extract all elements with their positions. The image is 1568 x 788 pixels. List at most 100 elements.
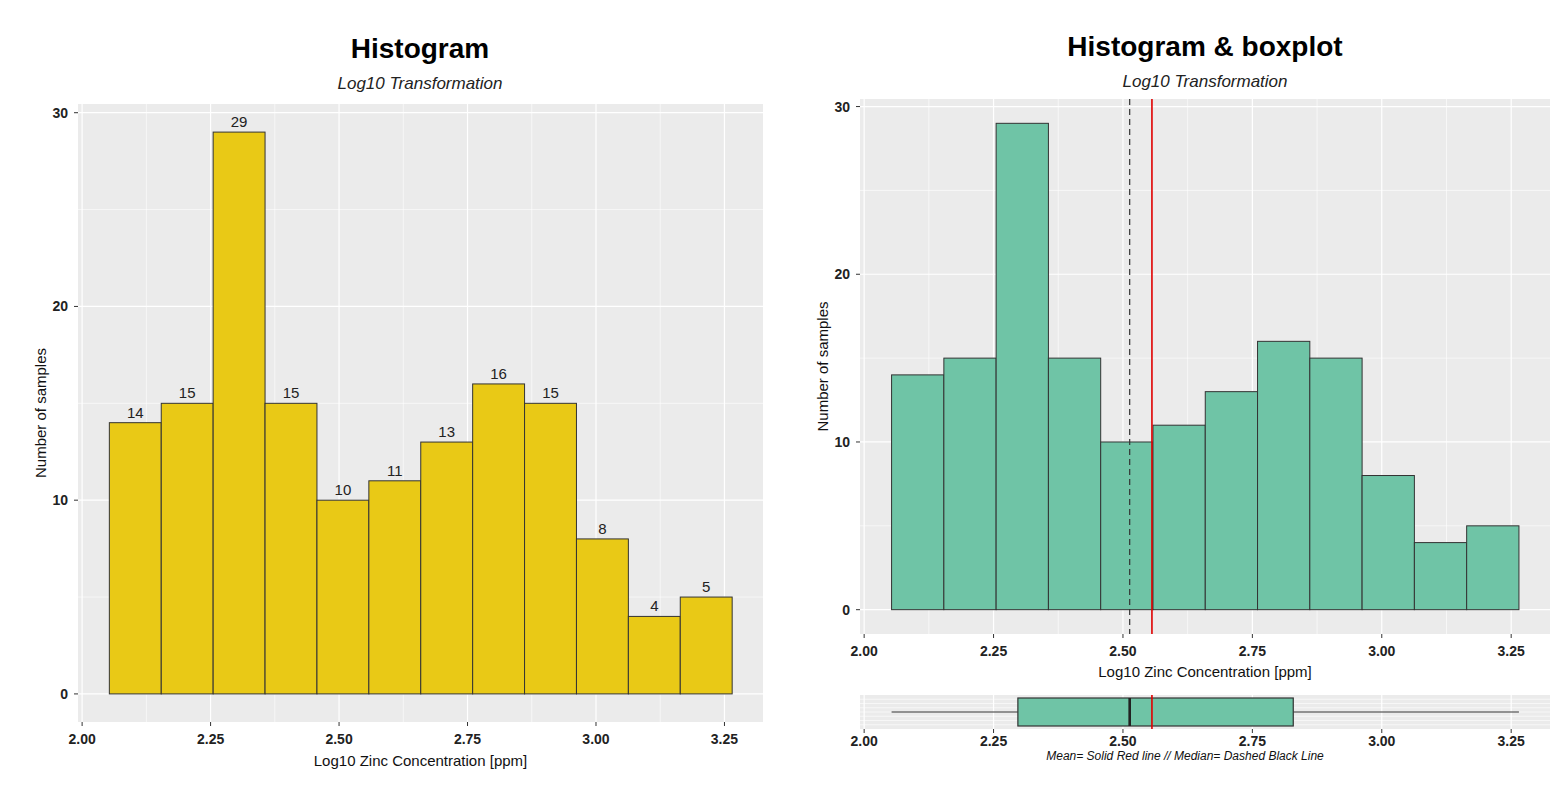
x-tick-label: 2.25 (980, 733, 1007, 749)
tick-mark (210, 722, 211, 726)
histogram-bar (1101, 442, 1153, 610)
lower-whisker (892, 711, 1018, 712)
plot-panel (78, 104, 763, 722)
x-tick-label: 3.00 (1368, 733, 1395, 749)
x-tick-label: 2.25 (980, 643, 1007, 659)
tick-mark (467, 722, 468, 726)
median-line (1129, 99, 1130, 634)
box (1018, 698, 1293, 726)
data-label: 15 (542, 384, 559, 401)
marks (109, 132, 732, 694)
x-tick-label: 3.25 (711, 731, 738, 747)
upper-whisker (1293, 711, 1519, 712)
boxplot (892, 695, 1519, 729)
tick-mark (74, 306, 78, 307)
tick-mark (1122, 634, 1123, 638)
x-tick-label: 3.00 (1368, 643, 1395, 659)
tick-mark (1252, 634, 1253, 638)
x-tick-label: 2.50 (1109, 643, 1136, 659)
y-tick-label: 0 (842, 602, 850, 618)
x-tick-label: 2.25 (197, 731, 224, 747)
grid-line (860, 274, 1550, 275)
x-tick-label: 2.00 (851, 733, 878, 749)
mean-line (1151, 99, 1153, 634)
data-label: 15 (283, 384, 300, 401)
title: Histogram & boxplot (1067, 31, 1342, 62)
histogram-bar (1310, 358, 1362, 610)
tick-mark (724, 722, 725, 726)
tick-mark (1381, 634, 1382, 638)
histogram-bar (1414, 543, 1466, 610)
tick-mark (595, 722, 596, 726)
histogram-bar (1362, 476, 1414, 610)
tick-mark (856, 441, 860, 442)
grid-line (78, 112, 763, 113)
data-label: 15 (179, 384, 196, 401)
histogram-bar (628, 616, 680, 693)
tick-mark (74, 112, 78, 113)
tick-mark (864, 634, 865, 638)
data-label: 11 (387, 462, 403, 479)
plot-panel (860, 99, 1550, 634)
y-tick-label: 0 (60, 686, 68, 702)
histogram-bar (576, 539, 628, 694)
histogram-bar (996, 123, 1048, 609)
y-axis-title: Number of samples (814, 301, 831, 431)
x-tick-label: 2.75 (1239, 733, 1266, 749)
x-tick-label: 2.75 (454, 731, 481, 747)
data-label: 5 (702, 578, 710, 595)
histogram-bar (680, 597, 732, 694)
tick-mark (1511, 634, 1512, 638)
chart-0: HistogramLog10 Transformation14152915101… (32, 33, 763, 769)
tick-mark (856, 609, 860, 610)
marks (892, 99, 1519, 634)
background (0, 0, 1568, 788)
tick-mark (82, 722, 83, 726)
caption: Mean= Solid Red line // Median= Dashed B… (1046, 749, 1324, 763)
histogram-bar (1205, 392, 1257, 610)
data-label: 16 (490, 365, 507, 382)
histogram-bar (944, 358, 996, 610)
box-mean (1151, 695, 1153, 729)
histogram-bar (421, 442, 473, 694)
tick-mark (993, 634, 994, 638)
y-tick-label: 30 (834, 99, 850, 115)
histogram-bar (317, 500, 369, 694)
x-tick-label: 2.00 (68, 731, 95, 747)
box-median (1128, 698, 1131, 726)
histogram-bar (1048, 358, 1100, 610)
x-tick-label: 3.00 (582, 731, 609, 747)
x-tick-label: 3.25 (1498, 643, 1525, 659)
histogram-bar (1467, 526, 1519, 610)
histogram-bar (161, 403, 213, 694)
tick-mark (74, 500, 78, 501)
grid-line (82, 104, 83, 722)
y-tick-label: 20 (52, 298, 68, 314)
data-label: 8 (598, 520, 606, 537)
grid-line (860, 106, 1550, 107)
y-axis-title: Number of samples (32, 348, 49, 478)
histogram-bar (265, 403, 317, 694)
grid-line (78, 306, 763, 307)
grid-line (864, 99, 865, 634)
x-tick-label: 2.00 (851, 643, 878, 659)
tick-mark (339, 722, 340, 726)
canvas: HistogramLog10 Transformation14152915101… (0, 0, 1568, 788)
grid-line (864, 695, 865, 729)
y-tick-label: 10 (834, 434, 850, 450)
tick-mark (856, 106, 860, 107)
tick-mark (856, 274, 860, 275)
title: Histogram (351, 33, 489, 64)
subtitle: Log10 Transformation (337, 74, 502, 93)
y-tick-label: 10 (52, 492, 68, 508)
data-label: 13 (438, 423, 455, 440)
histogram-bar (525, 403, 577, 694)
data-label: 4 (650, 597, 658, 614)
data-label: 10 (335, 481, 352, 498)
x-tick-label: 2.75 (1239, 643, 1266, 659)
x-axis-title: Log10 Zinc Concentration [ppm] (1098, 663, 1311, 680)
data-label: 14 (127, 404, 144, 421)
histogram-bar (109, 423, 161, 694)
histogram-bar (213, 132, 265, 694)
tick-mark (74, 693, 78, 694)
